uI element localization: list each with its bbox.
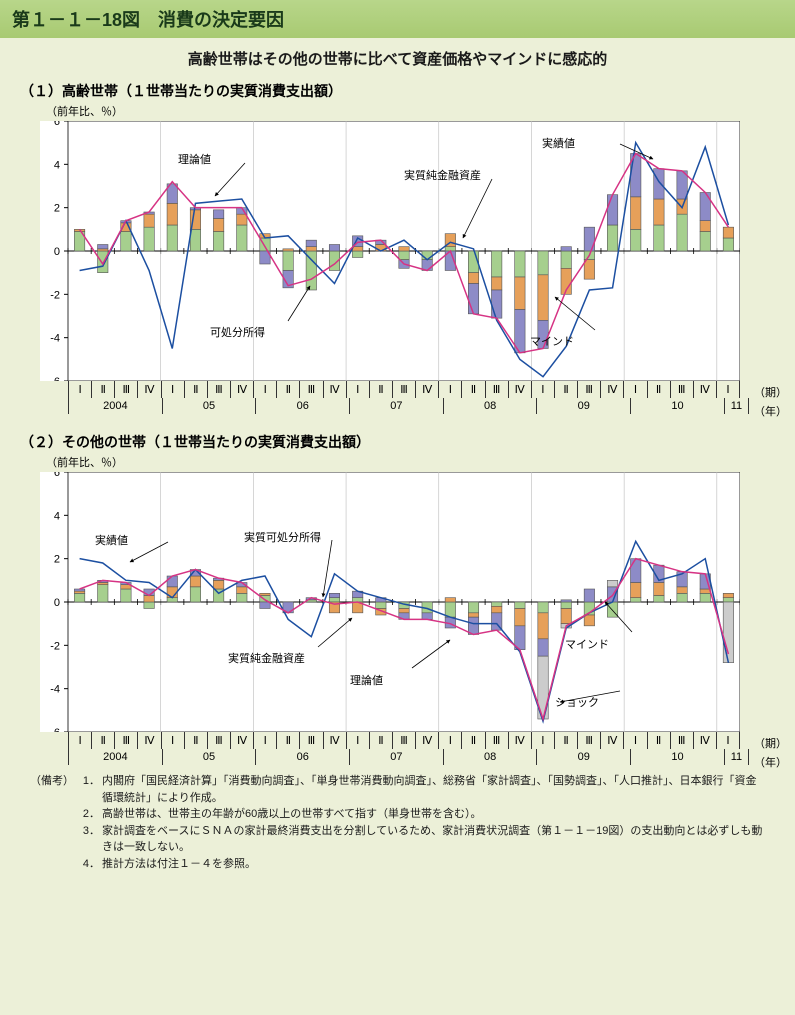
xaxis-year-label: （年） <box>754 754 787 770</box>
figure-title: 第１－１－18図 消費の決定要因 <box>0 0 795 38</box>
svg-text:0: 0 <box>54 597 60 609</box>
svg-text:2: 2 <box>54 203 60 215</box>
chart2-svg: -6 -4 -2 0 2 4 6 <box>40 472 740 732</box>
figure-subtitle: 高齢世帯はその他の世帯に比べて資産価格やマインドに感応的 <box>0 38 795 77</box>
svg-text:-6: -6 <box>50 727 60 732</box>
xaxis-quarters: ⅠⅡⅢⅣⅠⅡⅢⅣⅠⅡⅢⅣⅠⅡⅢⅣⅠⅡⅢⅣⅠⅡⅢⅣⅠⅡⅢⅣⅠ <box>68 381 740 398</box>
svg-text:6: 6 <box>54 121 60 128</box>
chart1-title: （１）高齢世帯（１世帯当たりの実質消費支出額） <box>0 77 795 103</box>
notes-head <box>30 806 78 823</box>
chart1-svg: -6 -4 -2 0 2 4 6 <box>40 121 740 381</box>
xaxis-quarters: ⅠⅡⅢⅣⅠⅡⅢⅣⅠⅡⅢⅣⅠⅡⅢⅣⅠⅡⅢⅣⅠⅡⅢⅣⅠⅡⅢⅣⅠ <box>68 732 740 749</box>
xaxis-year-label: （年） <box>754 403 787 419</box>
notes-head <box>30 856 78 873</box>
notes-text: 内閣府「国民経済計算」「消費動向調査」、「単身世帯消費動向調査」、総務省「家計調… <box>102 773 765 806</box>
chart1-yunit: （前年比、％） <box>0 103 795 121</box>
xaxis-years: 200405060708091011 <box>68 398 740 414</box>
svg-text:2: 2 <box>54 554 60 566</box>
notes-num: 3． <box>78 823 102 856</box>
notes-num: 4． <box>78 856 102 873</box>
notes-head: （備考） <box>30 773 78 806</box>
notes-text: 家計調査をベースにＳＮＡの家計最終消費支出を分割しているため、家計消費状況調査（… <box>102 823 765 856</box>
notes-num: 2． <box>78 806 102 823</box>
xaxis-period-label: （期） <box>754 735 787 751</box>
chart2: -6-4-20246 実績値実質可処分所得実質純金融資産理論値マインドショック … <box>0 472 795 765</box>
chart2-yunit: （前年比、％） <box>0 454 795 472</box>
chart1: -6-4-20246 理論値実績値実質純金融資産可処分所得マインド ⅠⅡⅢⅣⅠⅡ… <box>0 121 795 414</box>
svg-text:0: 0 <box>54 246 60 258</box>
notes-text: 推計方法は付注１－４を参照。 <box>102 856 765 873</box>
chart2-title: （２）その他の世帯（１世帯当たりの実質消費支出額） <box>0 428 795 454</box>
svg-text:-6: -6 <box>50 376 60 381</box>
svg-text:4: 4 <box>54 159 60 171</box>
xaxis-years: 200405060708091011 <box>68 749 740 765</box>
xaxis-period-label: （期） <box>754 384 787 400</box>
svg-text:-4: -4 <box>50 684 60 696</box>
svg-text:6: 6 <box>54 472 60 479</box>
svg-text:4: 4 <box>54 510 60 522</box>
svg-text:-4: -4 <box>50 333 60 345</box>
notes: （備考）1．内閣府「国民経済計算」「消費動向調査」、「単身世帯消費動向調査」、総… <box>0 765 795 872</box>
notes-num: 1． <box>78 773 102 806</box>
notes-head <box>30 823 78 856</box>
svg-text:-2: -2 <box>50 289 60 301</box>
notes-text: 高齢世帯は、世帯主の年齢が60歳以上の世帯すべて指す（単身世帯を含む）。 <box>102 806 765 823</box>
svg-text:-2: -2 <box>50 640 60 652</box>
